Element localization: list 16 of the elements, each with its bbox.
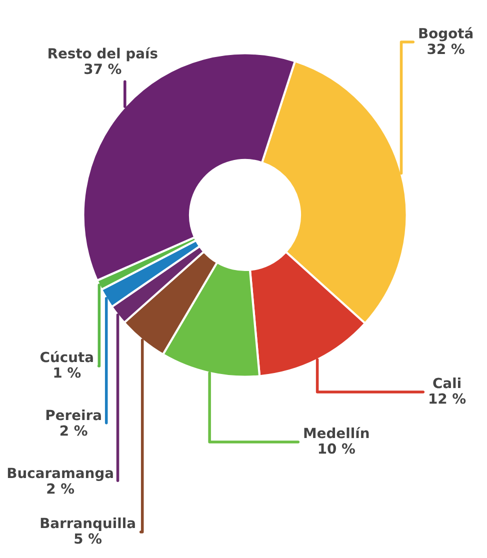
slice-label: Bucaramanga: [8, 468, 113, 481]
slice-label: Cúcuta: [40, 350, 93, 362]
slice-label: Cali: [433, 378, 460, 388]
data-label: 2 %: [47, 483, 74, 494]
data-label: 12 %: [430, 393, 466, 404]
data-label: 5 %: [74, 533, 102, 544]
data-label: 37 %: [84, 64, 122, 74]
data-label: 10 %: [318, 443, 355, 454]
slice-label: Bogotá: [419, 27, 473, 42]
slice-label: Medellín: [304, 426, 369, 438]
slice-label: Barranquilla: [40, 518, 135, 531]
slice-label: Pereira: [46, 410, 101, 420]
data-label: 2 %: [60, 425, 88, 436]
slice-label: Resto del país: [48, 47, 158, 62]
data-label: 32 %: [428, 44, 464, 54]
data-label: 1 %: [54, 367, 81, 378]
